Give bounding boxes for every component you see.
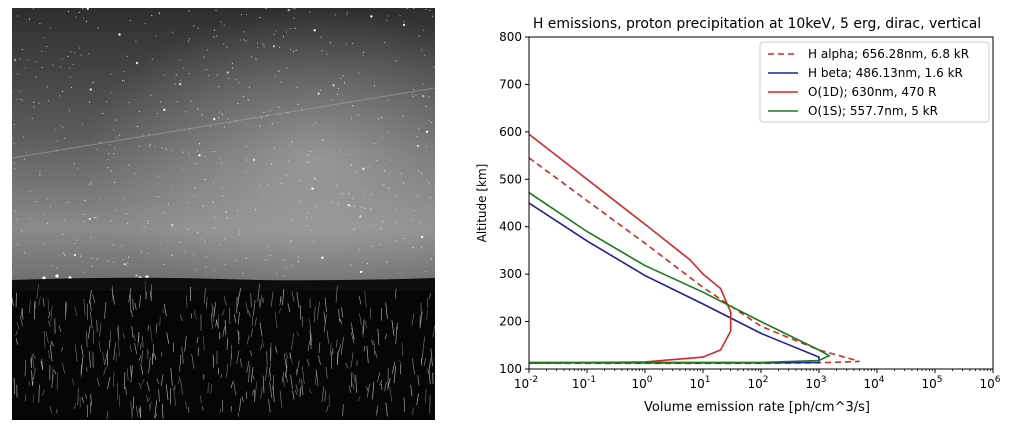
y-tick-label: 500	[499, 172, 522, 186]
x-tick-label: 104	[863, 375, 884, 391]
y-tick-label: 100	[499, 362, 522, 376]
y-tick-label: 700	[499, 77, 522, 91]
series-line-2	[529, 203, 819, 363]
series-line-3	[529, 134, 731, 363]
x-tick-label: 10-2	[514, 375, 538, 391]
x-axis-label: Volume emission rate [ph/cm^3/s]	[644, 400, 870, 415]
emission-chart: H emissions, proton precipitation at 10k…	[440, 0, 1024, 433]
night-sky-photo	[12, 8, 435, 420]
y-tick-label: 400	[499, 220, 522, 234]
aurora-glow	[12, 8, 435, 283]
series-line-1	[529, 158, 860, 363]
y-tick-label: 200	[499, 315, 522, 329]
x-tick-label: 10-1	[572, 375, 596, 391]
chart-title: H emissions, proton precipitation at 10k…	[533, 16, 981, 32]
legend: H alpha; 656.28nm, 6.8 kR H beta; 486.13n…	[760, 42, 989, 122]
y-axis-label: Altitude [km]	[475, 164, 489, 243]
x-tick-label: 100	[631, 375, 652, 391]
legend-entry: O(1S); 557.7nm, 5 kR	[808, 104, 938, 118]
x-tick-label: 103	[805, 375, 826, 391]
legend-entry: O(1D); 630nm, 470 R	[808, 85, 936, 99]
x-tick-label: 102	[747, 375, 768, 391]
x-tick-label: 105	[921, 375, 942, 391]
x-tick-label: 106	[979, 375, 1000, 391]
x-tick-label: 101	[689, 375, 710, 391]
y-tick-label: 600	[499, 125, 522, 139]
legend-entry: H beta; 486.13nm, 1.6 kR	[808, 66, 963, 80]
series-line-4	[529, 193, 829, 363]
y-tick-label: 300	[499, 267, 522, 281]
y-tick-label: 800	[499, 30, 522, 44]
night-sky-image	[12, 8, 435, 420]
tree-line	[12, 278, 435, 293]
legend-entry: H alpha; 656.28nm, 6.8 kR	[808, 47, 969, 61]
emission-chart-svg: H emissions, proton precipitation at 10k…	[440, 0, 1024, 433]
